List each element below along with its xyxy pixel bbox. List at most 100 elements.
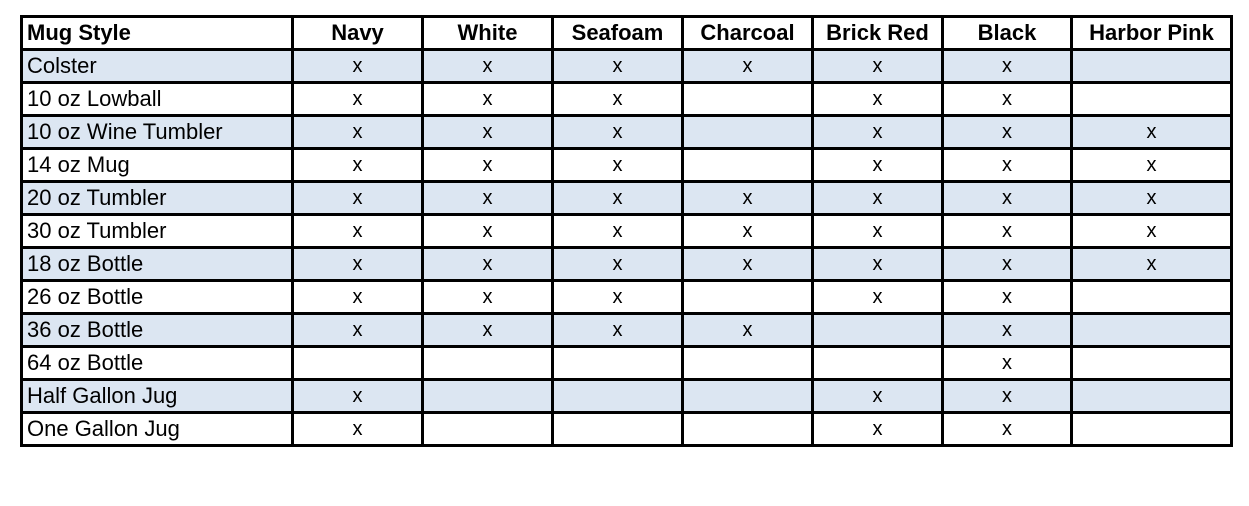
cell: x [421, 279, 554, 315]
cell [681, 378, 814, 414]
cell: x [1070, 180, 1233, 216]
table-row: 14 oz Mug x x x x x x [20, 147, 1233, 183]
cell: x [811, 213, 944, 249]
cell: x [1070, 246, 1233, 282]
table-row: One Gallon Jug x x x [20, 411, 1233, 447]
row-label: Colster [20, 48, 294, 84]
cell: x [291, 279, 424, 315]
row-label: 20 oz Tumbler [20, 180, 294, 216]
cell: x [421, 246, 554, 282]
availability-table: Mug Style Navy White Seafoam Charcoal Brick R… [20, 15, 1233, 447]
cell: x [421, 147, 554, 183]
cell: x [1070, 114, 1233, 150]
cell: x [1070, 147, 1233, 183]
table-row: 10 oz Lowball x x x x x [20, 81, 1233, 117]
cell: x [291, 180, 424, 216]
cell: x [681, 180, 814, 216]
cell: x [811, 246, 944, 282]
cell [681, 411, 814, 447]
cell [291, 345, 424, 381]
cell [811, 345, 944, 381]
cell: x [811, 48, 944, 84]
cell [1070, 279, 1233, 315]
header-cell: Mug Style [20, 15, 294, 51]
cell: x [941, 411, 1073, 447]
cell: x [941, 279, 1073, 315]
cell [421, 378, 554, 414]
cell [1070, 345, 1233, 381]
cell: x [291, 81, 424, 117]
cell: x [291, 147, 424, 183]
cell: x [811, 411, 944, 447]
cell: x [811, 147, 944, 183]
cell: x [941, 147, 1073, 183]
row-label: 18 oz Bottle [20, 246, 294, 282]
cell: x [291, 312, 424, 348]
cell: x [941, 345, 1073, 381]
cell: x [681, 246, 814, 282]
cell [681, 114, 814, 150]
cell [681, 279, 814, 315]
cell: x [551, 81, 684, 117]
cell: x [1070, 213, 1233, 249]
cell: x [291, 213, 424, 249]
cell: x [551, 213, 684, 249]
row-label: 26 oz Bottle [20, 279, 294, 315]
row-label: 10 oz Lowball [20, 81, 294, 117]
header-cell: Seafoam [551, 15, 684, 51]
cell: x [551, 48, 684, 84]
cell [1070, 81, 1233, 117]
cell: x [551, 312, 684, 348]
row-label: 36 oz Bottle [20, 312, 294, 348]
row-label: 30 oz Tumbler [20, 213, 294, 249]
cell [1070, 48, 1233, 84]
cell [681, 345, 814, 381]
cell [681, 81, 814, 117]
cell: x [811, 279, 944, 315]
cell: x [941, 246, 1073, 282]
cell [1070, 312, 1233, 348]
table-row: 10 oz Wine Tumbler x x x x x x [20, 114, 1233, 150]
cell: x [291, 378, 424, 414]
cell: x [811, 378, 944, 414]
table-body: Colster x x x x x x 10 oz Lowball x x x x x 10 oz Win… [20, 48, 1233, 447]
cell: x [941, 378, 1073, 414]
cell: x [421, 81, 554, 117]
row-label: One Gallon Jug [20, 411, 294, 447]
cell [1070, 378, 1233, 414]
table-row: 26 oz Bottle x x x x x [20, 279, 1233, 315]
cell: x [811, 180, 944, 216]
header-cell: Black [941, 15, 1073, 51]
header-cell: Harbor Pink [1070, 15, 1233, 51]
header-cell: Brick Red [811, 15, 944, 51]
cell: x [681, 48, 814, 84]
cell: x [291, 246, 424, 282]
cell: x [681, 312, 814, 348]
cell: x [421, 48, 554, 84]
cell: x [291, 114, 424, 150]
row-label: 10 oz Wine Tumbler [20, 114, 294, 150]
cell [421, 411, 554, 447]
cell: x [291, 48, 424, 84]
cell: x [941, 180, 1073, 216]
cell: x [551, 180, 684, 216]
header-cell: White [421, 15, 554, 51]
cell: x [421, 114, 554, 150]
table-row: Half Gallon Jug x x x [20, 378, 1233, 414]
cell: x [421, 180, 554, 216]
cell: x [551, 114, 684, 150]
row-label: Half Gallon Jug [20, 378, 294, 414]
cell: x [551, 279, 684, 315]
cell [551, 411, 684, 447]
cell: x [941, 114, 1073, 150]
cell [421, 345, 554, 381]
row-label: 64 oz Bottle [20, 345, 294, 381]
table-row: 30 oz Tumbler x x x x x x x [20, 213, 1233, 249]
cell: x [941, 81, 1073, 117]
cell [681, 147, 814, 183]
row-label: 14 oz Mug [20, 147, 294, 183]
cell [1070, 411, 1233, 447]
cell: x [941, 48, 1073, 84]
table-row: 36 oz Bottle x x x x x [20, 312, 1233, 348]
